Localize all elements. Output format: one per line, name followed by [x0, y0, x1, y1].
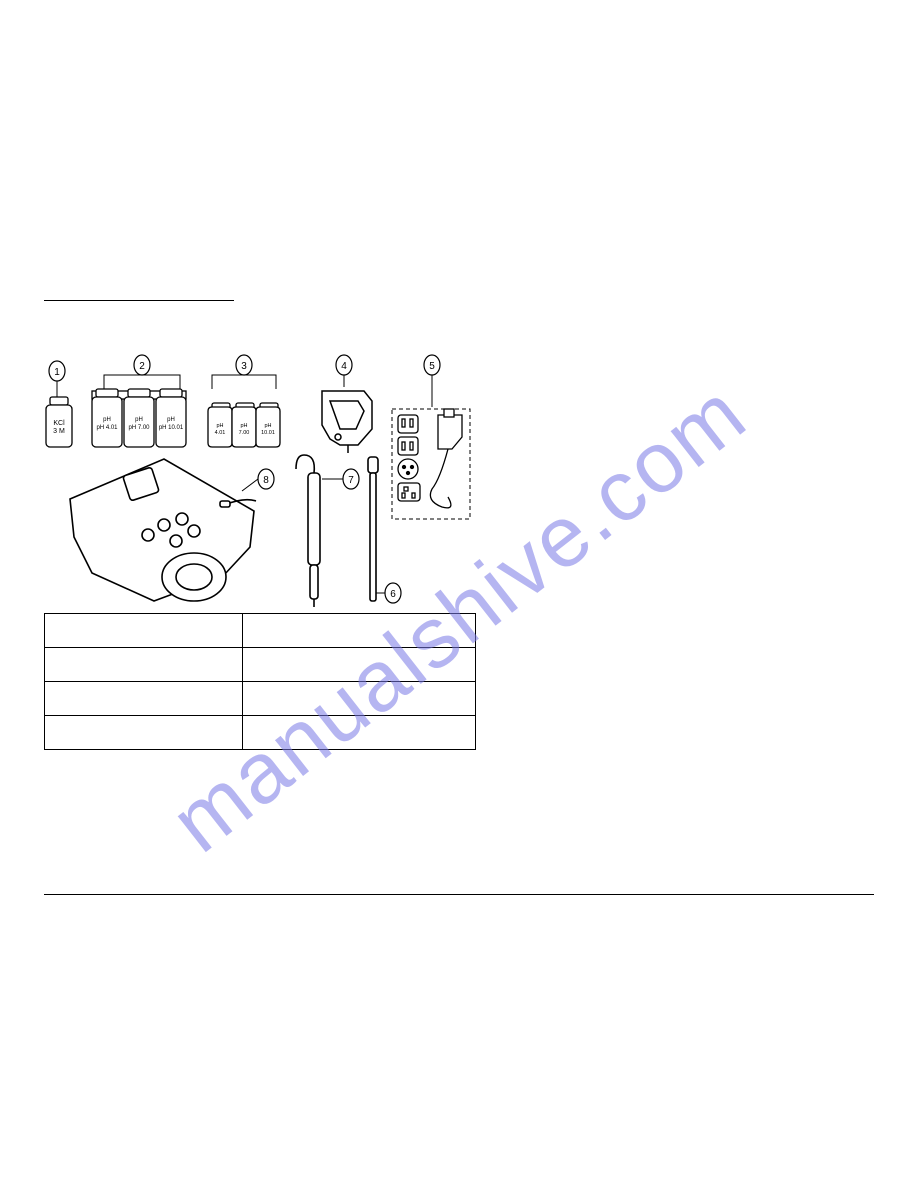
svg-text:pH 10.01: pH 10.01 — [159, 425, 184, 431]
table-cell — [243, 682, 476, 716]
table-row — [45, 716, 476, 750]
table-cell — [45, 648, 243, 682]
svg-text:pH: pH — [135, 417, 143, 423]
svg-text:pH 7.00: pH 7.00 — [128, 425, 150, 431]
svg-text:pH: pH — [103, 417, 111, 423]
callout-2: 2 — [139, 361, 145, 372]
callout-3: 3 — [241, 361, 247, 372]
section-underline — [44, 300, 234, 301]
table-cell — [45, 682, 243, 716]
svg-text:4.01: 4.01 — [215, 430, 226, 436]
svg-text:pH: pH — [216, 423, 223, 429]
svg-text:pH: pH — [167, 417, 175, 423]
table-row — [45, 682, 476, 716]
table-cell — [45, 614, 243, 648]
callout-6: 6 — [390, 589, 396, 600]
table-cell — [45, 716, 243, 750]
svg-text:7.00: 7.00 — [239, 430, 250, 436]
callout-5: 5 — [429, 361, 435, 372]
bottle-kcl-label: KCl — [53, 420, 65, 427]
table-cell — [243, 648, 476, 682]
product-diagram: 1 2 3 4 5 6 7 8 — [44, 329, 474, 613]
callout-1: 1 — [54, 367, 60, 378]
table-cell — [243, 716, 476, 750]
svg-text:10.01: 10.01 — [261, 430, 275, 436]
table-cell — [243, 614, 476, 648]
table-row — [45, 648, 476, 682]
callout-7: 7 — [348, 475, 354, 486]
page-content: 1 2 3 4 5 6 7 8 — [44, 300, 874, 750]
components-table — [44, 613, 476, 750]
callout-8: 8 — [263, 475, 269, 486]
svg-text:pH: pH — [264, 423, 271, 429]
callout-4: 4 — [341, 361, 347, 372]
table-row — [45, 614, 476, 648]
svg-text:pH 4.01: pH 4.01 — [96, 425, 118, 431]
footer-rule — [44, 894, 874, 895]
svg-text:pH: pH — [240, 423, 247, 429]
svg-text:3 M: 3 M — [53, 428, 65, 435]
